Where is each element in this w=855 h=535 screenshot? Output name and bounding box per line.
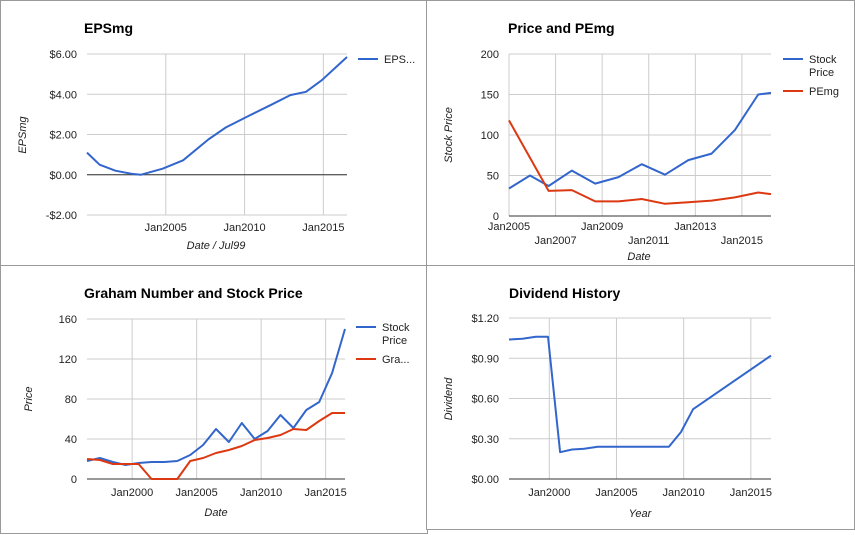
chart-title: Dividend History xyxy=(509,285,620,301)
x-axis-title: Date / Jul99 xyxy=(187,240,246,252)
chart-title: Graham Number and Stock Price xyxy=(84,285,303,301)
y-axis-title: EPSmg xyxy=(17,115,29,153)
legend-label: PEmg xyxy=(809,86,839,98)
x-tick-label: Jan2005 xyxy=(595,487,637,499)
y-tick-label: $0.60 xyxy=(471,394,499,406)
series-line-0 xyxy=(86,56,348,176)
y-tick-label: $0.30 xyxy=(471,434,499,446)
x-tick-label: Jan2015 xyxy=(302,222,344,234)
legend-label: Gra... xyxy=(382,354,410,366)
chart-graham: Graham Number and Stock Price 0 40 80 120 160… xyxy=(23,285,410,519)
x-tick-label: Jan2009 xyxy=(581,221,623,233)
y-tick-label: $1.20 xyxy=(471,313,499,325)
chart-epsmg: EPSmg $6.00 $4.00 $2.00 $0.00 -$2.00 Jan2005 Ja… xyxy=(17,20,415,252)
x-axis-title: Year xyxy=(629,508,653,520)
y-axis-title: Dividend xyxy=(443,377,455,421)
x-tick-label: Jan2005 xyxy=(488,221,530,233)
x-tick-label: Jan2010 xyxy=(223,222,265,234)
y-tick-label: $4.00 xyxy=(49,89,77,101)
y-tick-label: 50 xyxy=(487,171,499,183)
x-tick-label: Jan2015 xyxy=(730,487,772,499)
x-tick-label: Jan2007 xyxy=(534,235,576,247)
y-tick-label: 40 xyxy=(65,434,77,446)
legend-label: Stock Price xyxy=(809,54,837,79)
legend-label: EPS... xyxy=(384,54,415,66)
chart-dividend: Dividend History $0.00 $0.30 $0.60 $0.90 $1.2… xyxy=(443,285,772,520)
y-tick-label: 160 xyxy=(59,314,77,326)
chart-price-pemg: Price and PEmg 0 50 100 150 200 Jan2005 Jan2007… xyxy=(443,20,839,263)
y-tick-label: -$2.00 xyxy=(46,210,77,222)
series-line-1 xyxy=(508,119,772,205)
x-tick-label: Jan2013 xyxy=(674,221,716,233)
y-tick-label: $0.00 xyxy=(471,474,499,486)
x-tick-label: Jan2011 xyxy=(628,235,669,247)
series-line-1 xyxy=(86,412,345,480)
x-tick-label: Jan2005 xyxy=(176,487,218,499)
y-tick-label: $2.00 xyxy=(49,130,77,142)
x-tick-label: Jan2005 xyxy=(145,222,187,234)
y-tick-label: 100 xyxy=(481,130,499,142)
y-tick-label: $0.90 xyxy=(471,353,499,365)
y-tick-label: $0.00 xyxy=(49,170,77,182)
series-line-0 xyxy=(508,91,772,190)
y-tick-label: 150 xyxy=(481,90,499,102)
x-tick-label: Jan2010 xyxy=(663,487,705,499)
x-tick-label: Jan2000 xyxy=(111,487,153,499)
y-tick-label: 200 xyxy=(481,49,499,61)
x-tick-label: Jan2015 xyxy=(305,487,347,499)
x-tick-label: Jan2010 xyxy=(240,487,282,499)
y-tick-label: 80 xyxy=(65,394,77,406)
chart-panel-price-pemg: Price and PEmg 0 50 100 150 200 Jan2005 Jan2007… xyxy=(426,0,855,267)
series-line-0 xyxy=(86,328,346,466)
chart-panel-dividend: Dividend History $0.00 $0.30 $0.60 $0.90 $1.2… xyxy=(426,265,855,530)
y-tick-label: 0 xyxy=(493,211,499,223)
chart-panel-graham: Graham Number and Stock Price 0 40 80 120 160… xyxy=(0,265,428,534)
chart-panel-epsmg: EPSmg $6.00 $4.00 $2.00 $0.00 -$2.00 Jan2005 Ja… xyxy=(0,0,428,267)
y-axis-title: Price xyxy=(23,386,35,411)
y-tick-label: $6.00 xyxy=(49,49,77,61)
x-tick-label: Jan2000 xyxy=(528,487,570,499)
y-tick-label: 0 xyxy=(71,474,77,486)
chart-title: EPSmg xyxy=(84,20,133,36)
chart-title: Price and PEmg xyxy=(508,20,615,36)
x-axis-title: Date xyxy=(204,507,227,519)
series-line-0 xyxy=(508,335,772,454)
legend-label: Stock Price xyxy=(382,322,410,347)
x-tick-label: Jan2015 xyxy=(721,235,763,247)
x-axis-title: Date xyxy=(627,251,650,263)
y-tick-label: 120 xyxy=(59,354,77,366)
y-axis-title: Stock Price xyxy=(443,107,455,163)
